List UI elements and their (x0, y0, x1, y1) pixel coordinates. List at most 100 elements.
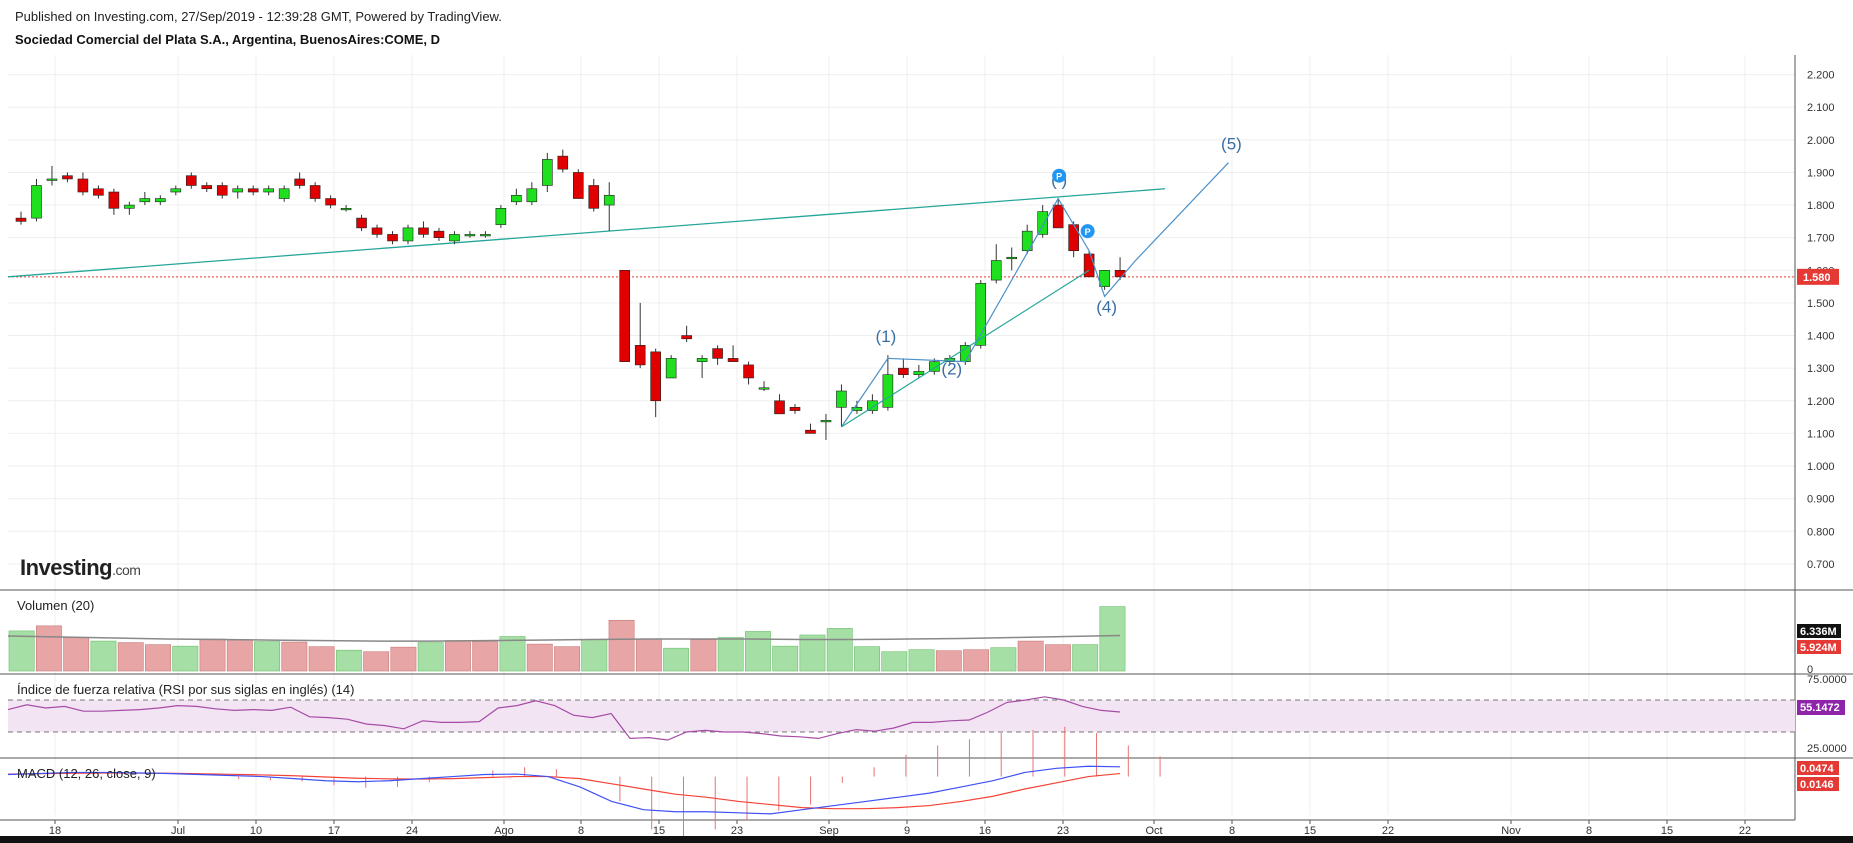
x-tick-label: Oct (1145, 825, 1162, 837)
rsi-value-tag (1797, 700, 1845, 715)
x-tick-label: 15 (1661, 825, 1673, 837)
volume-bar (281, 641, 308, 672)
x-tick-label: 22 (1739, 825, 1751, 837)
last-price-label: 1.580 (1803, 272, 1831, 284)
x-tick-label: 8 (1229, 825, 1235, 837)
candle-body (402, 227, 414, 242)
volume-bar (990, 647, 1017, 672)
candle-body (263, 188, 274, 193)
candle-body (588, 185, 600, 209)
x-tick-label: Nov (1501, 825, 1521, 837)
rsi-band (8, 700, 1795, 732)
candle-body (108, 191, 120, 209)
volume-bar (554, 646, 580, 672)
candle-body (696, 358, 708, 362)
macd-signal-label: 0.0146 (1800, 779, 1834, 791)
y-tick-label: 1.000 (1807, 461, 1835, 473)
y-tick-label: 1.300 (1807, 363, 1835, 375)
volume-bar (199, 638, 226, 672)
candle-body (278, 188, 290, 199)
volume-bar (772, 645, 799, 672)
volume-bar (390, 646, 417, 672)
candle-body (572, 172, 584, 199)
candle-body (913, 371, 925, 375)
candle-body (464, 234, 476, 237)
candle-body (62, 175, 73, 180)
volume-bar (63, 637, 90, 672)
volume-bar (499, 636, 526, 672)
volume-bar (744, 631, 771, 672)
candle-body (634, 345, 646, 366)
x-tick-label: 16 (979, 825, 991, 837)
volume-bar (826, 628, 853, 672)
y-tick-label: 1.400 (1807, 331, 1835, 343)
candle-body (542, 159, 553, 186)
candle-body (294, 178, 305, 186)
volume-bar (963, 649, 990, 672)
candle-body (743, 364, 754, 379)
pivot-marker (1080, 224, 1095, 239)
candle-body (31, 185, 42, 219)
rsi-value-label: 55.1472 (1800, 702, 1840, 714)
x-tick-label: Sep (819, 825, 839, 837)
candle-body (650, 351, 661, 402)
candle-body (681, 335, 692, 340)
volume-bar (363, 651, 390, 672)
candle-body (1037, 211, 1048, 235)
volume-bar (254, 641, 281, 672)
volume-bar (1017, 640, 1044, 672)
wave-label: (2) (941, 360, 962, 379)
y-tick-label: 1.200 (1807, 396, 1835, 408)
volume-panel-label: Volumen (20) (17, 598, 95, 613)
volume-bar (117, 642, 144, 672)
volume-bar (335, 649, 362, 672)
wave-label: (4) (1096, 298, 1117, 317)
candle-body (201, 185, 213, 190)
rsi-line (7, 696, 1121, 741)
y-tick-label: 0.800 (1807, 526, 1835, 538)
macd-signal-line (7, 772, 1121, 810)
x-tick-label: 17 (328, 825, 340, 837)
volume-bar (663, 647, 690, 672)
y-tick-label: 1.800 (1807, 200, 1835, 212)
logo-suffix-text: .com (112, 562, 141, 578)
pivot-marker-text: P (1085, 227, 1091, 237)
volume-bar (1099, 606, 1126, 672)
candle-body (789, 407, 801, 411)
candle-body (929, 361, 940, 372)
elliott-wave-path (840, 162, 1229, 428)
candle-body (526, 188, 538, 203)
candle-body (1099, 270, 1110, 287)
candle-body (356, 217, 367, 229)
candle-body (185, 175, 197, 186)
volume-bar (145, 644, 171, 672)
candle-body (882, 374, 894, 408)
bottom-bar (0, 836, 1853, 843)
candle-body (1021, 230, 1033, 252)
volume-bar (8, 630, 35, 672)
volume-bar (581, 639, 608, 672)
volume-zero-label: 0 (1807, 664, 1813, 676)
candle-body (93, 188, 104, 196)
candle-body (247, 188, 259, 193)
wave-label: (1) (875, 327, 896, 346)
candle-body (124, 204, 135, 209)
volume-last-label: 5.924M (1800, 642, 1837, 654)
y-tick-label: 2.100 (1807, 102, 1835, 114)
volume-bar (854, 646, 880, 672)
x-tick-label: 10 (250, 825, 262, 837)
candle-body (898, 367, 909, 375)
candle-body (1068, 224, 1079, 252)
candle-body (990, 260, 1002, 281)
volume-bar (417, 642, 444, 672)
x-tick-label: 15 (1304, 825, 1316, 837)
candle-body (665, 358, 677, 379)
investing-logo: Investing.com (20, 555, 141, 581)
candle-body (727, 358, 739, 362)
candle-body (1006, 256, 1018, 260)
trendline (7, 188, 1166, 278)
candle-body (340, 208, 352, 211)
candle-body (557, 155, 569, 170)
volume-ma-line (7, 634, 1121, 642)
